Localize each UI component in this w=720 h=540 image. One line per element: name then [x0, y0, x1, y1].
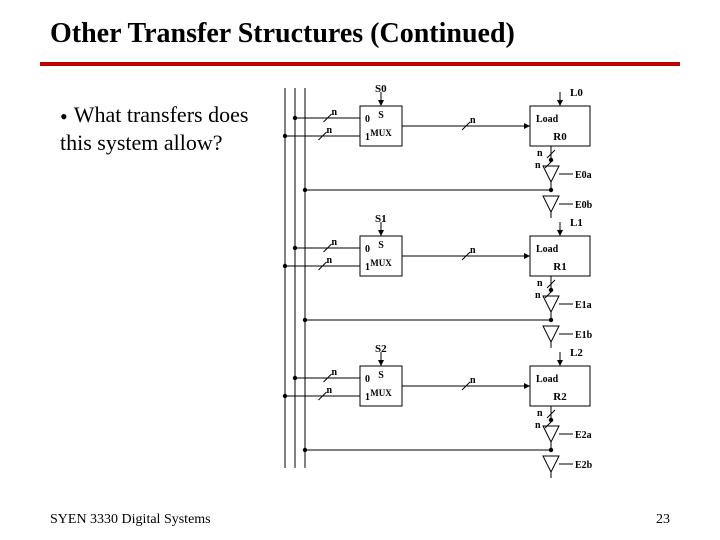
svg-text:n: n — [537, 408, 543, 419]
svg-text:n: n — [537, 278, 543, 289]
svg-text:n: n — [470, 375, 476, 386]
svg-text:S: S — [378, 110, 384, 121]
circuit-diagram: S0S01MUXnnLoadR0L0nnE0anE0bS1S01MUXnnLoa… — [275, 78, 695, 498]
svg-text:MUX: MUX — [370, 388, 392, 398]
slide-title: Other Transfer Structures (Continued) — [50, 18, 515, 50]
svg-text:E0a: E0a — [575, 170, 592, 181]
footer-left: SYEN 3330 Digital Systems — [50, 512, 211, 528]
svg-text:E2a: E2a — [575, 430, 592, 441]
svg-text:1: 1 — [365, 132, 370, 143]
svg-text:MUX: MUX — [370, 128, 392, 138]
svg-text:n: n — [535, 290, 541, 301]
svg-text:n: n — [332, 237, 338, 248]
svg-text:n: n — [470, 245, 476, 256]
bullet-text: •What transfers does this system allow? — [60, 102, 270, 156]
svg-text:L2: L2 — [570, 347, 583, 359]
svg-text:n: n — [537, 148, 543, 159]
svg-text:n: n — [327, 255, 333, 266]
svg-text:S0: S0 — [375, 83, 387, 95]
bullet-label: What transfers does this system allow? — [60, 102, 248, 155]
svg-text:R2: R2 — [553, 391, 567, 403]
svg-text:Load: Load — [536, 114, 559, 125]
svg-text:L0: L0 — [570, 87, 583, 99]
svg-text:L1: L1 — [570, 217, 583, 229]
svg-text:n: n — [470, 115, 476, 126]
svg-text:E2b: E2b — [575, 460, 593, 471]
svg-text:0: 0 — [365, 114, 370, 125]
svg-text:MUX: MUX — [370, 258, 392, 268]
svg-text:n: n — [332, 367, 338, 378]
svg-text:n: n — [327, 125, 333, 136]
svg-text:n: n — [327, 385, 333, 396]
svg-text:n: n — [535, 420, 541, 431]
svg-text:S: S — [378, 370, 384, 381]
svg-text:1: 1 — [365, 392, 370, 403]
svg-text:E0b: E0b — [575, 200, 593, 211]
svg-text:Load: Load — [536, 244, 559, 255]
svg-text:1: 1 — [365, 262, 370, 273]
svg-text:E1a: E1a — [575, 300, 592, 311]
svg-text:R0: R0 — [553, 131, 567, 143]
svg-text:n: n — [535, 160, 541, 171]
svg-text:S1: S1 — [375, 213, 387, 225]
svg-text:E1b: E1b — [575, 330, 593, 341]
title-underline — [40, 62, 680, 66]
svg-text:0: 0 — [365, 374, 370, 385]
bullet-dot: • — [60, 104, 68, 129]
svg-text:S: S — [378, 240, 384, 251]
svg-text:R1: R1 — [553, 261, 566, 273]
footer-right: 23 — [656, 512, 670, 528]
svg-text:n: n — [332, 107, 338, 118]
svg-text:S2: S2 — [375, 343, 387, 355]
svg-text:Load: Load — [536, 374, 559, 385]
svg-text:0: 0 — [365, 244, 370, 255]
